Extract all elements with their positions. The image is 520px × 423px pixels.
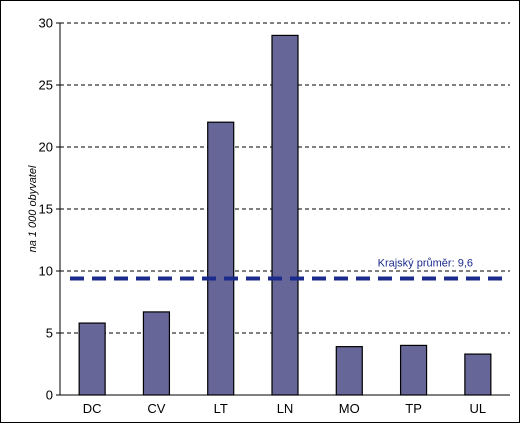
bar-ul — [464, 353, 492, 396]
x-tick-label: TP — [405, 401, 422, 416]
bar-ln — [271, 34, 299, 396]
y-tick-label: 5 — [46, 326, 53, 341]
x-tick-label: MO — [339, 401, 360, 416]
bars — [78, 34, 492, 396]
bar-mo — [335, 346, 363, 396]
x-tick-label: LN — [277, 401, 294, 416]
y-tick-label: 0 — [46, 388, 53, 403]
bar-lt — [207, 121, 235, 396]
y-tick-label: 15 — [39, 202, 53, 217]
x-tick-label: DC — [83, 401, 102, 416]
y-axis-label: na 1 000 obyvatel — [27, 165, 39, 252]
x-tick-labels: DC CV LT LN MO TP UL — [83, 401, 486, 416]
x-tick-label: CV — [147, 401, 165, 416]
bar-dc — [78, 322, 106, 396]
average-line-label: Krajský průměr: 9,6 — [378, 257, 473, 269]
y-tick-label: 20 — [39, 140, 53, 155]
y-tick-label: 25 — [39, 78, 53, 93]
x-tick-label: UL — [470, 401, 487, 416]
bar-cv — [142, 311, 171, 396]
y-tick-label: 10 — [39, 264, 53, 279]
x-tick-label: LT — [214, 401, 228, 416]
y-tick-labels: 0 5 10 15 20 25 30 — [39, 16, 60, 403]
bar-tp — [399, 344, 428, 396]
y-tick-label: 30 — [39, 16, 53, 31]
average-line-group: Krajský průměr: 9,6 — [70, 257, 505, 281]
